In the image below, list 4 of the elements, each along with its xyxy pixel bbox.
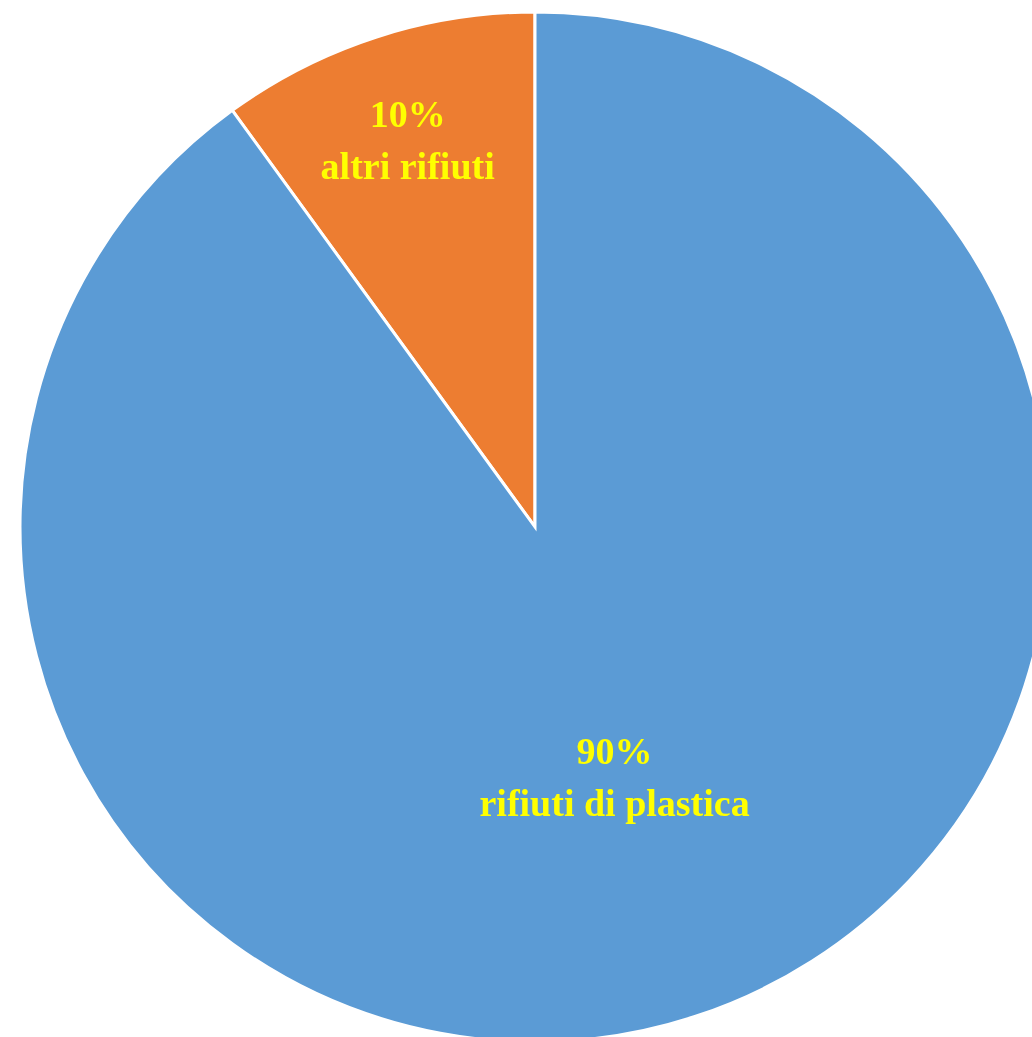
data-label: 10% (369, 93, 446, 136)
data-label: 90% (576, 729, 653, 772)
slice-label: altri rifiuti (320, 145, 495, 188)
slice-label: rifiuti di plastica (479, 781, 750, 824)
